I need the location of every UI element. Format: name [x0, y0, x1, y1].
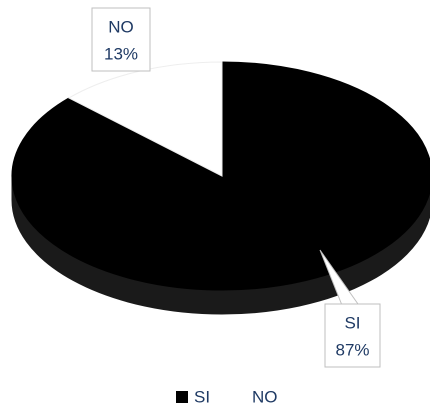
legend-swatch — [234, 391, 246, 403]
callout-pointer — [319, 249, 359, 305]
data-label-value: 13% — [104, 44, 138, 63]
data-label-box — [91, 7, 151, 72]
legend-swatch — [176, 391, 188, 403]
data-label-value: 87% — [335, 340, 369, 359]
data-label-box — [324, 303, 381, 368]
legend-label: SI — [194, 387, 210, 406]
data-label-category: NO — [108, 17, 134, 36]
data-label-category: SI — [344, 313, 360, 332]
legend-label: NO — [252, 387, 278, 406]
